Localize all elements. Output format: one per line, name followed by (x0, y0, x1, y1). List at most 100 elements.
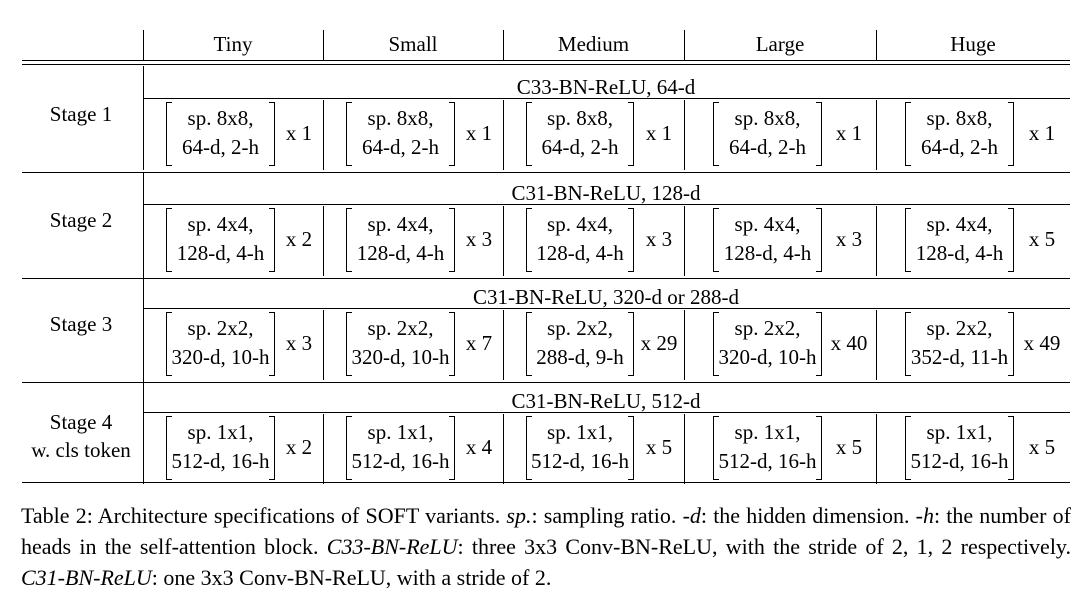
block-dim-heads: 128-d, 4-h (356, 241, 445, 265)
block-repeat-count: x 2 (285, 227, 313, 251)
cell-column-rule (503, 414, 504, 484)
cell-column-rule (323, 414, 324, 484)
block-dim-heads: 320-d, 10-h (171, 345, 270, 369)
block-dim-heads: 64-d, 2-h (921, 135, 998, 159)
cell-column-rule (323, 310, 324, 380)
header-column-rule (684, 30, 685, 60)
caption-label: Table 2: Architecture specifications of … (21, 503, 507, 528)
block-dim-heads: 64-d, 2-h (362, 135, 439, 159)
block-sampling-ratio: sp. 8x8, (547, 106, 613, 130)
cell-column-rule (876, 206, 877, 276)
stage-separator-rule (22, 382, 1070, 383)
architecture-table: Tiny Small Medium Large Huge Stage 1 C33-BN-Re… (22, 30, 1070, 484)
block-repeat-count: x 5 (645, 435, 673, 459)
block-sampling-ratio: sp. 4x4, (187, 212, 254, 236)
stage-label: w. cls token (31, 438, 131, 462)
block-sampling-ratio: sp. 4x4, (547, 212, 613, 236)
column-header-large: Large (755, 32, 805, 56)
column-header-small: Small (388, 32, 438, 56)
caption-def-c31: : one 3x3 Conv-BN-ReLU, with a stride of… (151, 565, 552, 590)
right-bracket (269, 312, 275, 376)
right-bracket (1008, 102, 1014, 166)
stage-label: Stage 4 (49, 410, 113, 434)
cell-column-rule (503, 206, 504, 276)
block-spec: sp. 2x2, 288-d, 9-h (526, 312, 634, 376)
block-repeat-count: x 1 (835, 121, 863, 145)
left-bracket (346, 102, 352, 166)
block-sampling-ratio: sp. 4x4, (734, 212, 801, 236)
left-bracket (346, 312, 352, 376)
right-bracket (1008, 312, 1014, 376)
block-sampling-ratio: sp. 2x2, (547, 316, 613, 340)
right-bracket (449, 416, 455, 480)
block-repeat-count: x 49 (1023, 331, 1061, 355)
left-bracket (526, 416, 532, 480)
stem-rule (143, 308, 1070, 309)
stage-label: Stage 1 (49, 102, 113, 126)
block-sampling-ratio: sp. 4x4, (367, 212, 434, 236)
block-spec: sp. 4x4, 128-d, 4-h (166, 208, 275, 272)
block-spec: sp. 4x4, 128-d, 4-h (905, 208, 1014, 272)
block-repeat-count: x 1 (285, 121, 313, 145)
block-spec: sp. 2x2, 320-d, 10-h (166, 312, 275, 376)
block-repeat-count: x 2 (285, 435, 313, 459)
right-bracket (449, 208, 455, 272)
block-dim-heads: 512-d, 16-h (718, 449, 817, 473)
block-spec: sp. 1x1, 512-d, 16-h (905, 416, 1014, 480)
block-spec: sp. 8x8, 64-d, 2-h (713, 102, 822, 166)
caption-def-d: : the hidden dimension. (700, 503, 910, 528)
left-bracket (526, 312, 532, 376)
block-spec: sp. 1x1, 512-d, 16-h (166, 416, 275, 480)
block-repeat-count: x 1 (465, 121, 493, 145)
block-spec: sp. 8x8, 64-d, 2-h (905, 102, 1014, 166)
block-repeat-count: x 4 (465, 435, 493, 459)
block-repeat-count: x 1 (645, 121, 673, 145)
block-dim-heads: 64-d, 2-h (182, 135, 259, 159)
right-bracket (628, 208, 634, 272)
stage-label-rule (143, 276, 144, 380)
block-repeat-count: x 1 (1028, 121, 1056, 145)
caption-def-sp: : sampling ratio. (531, 503, 683, 528)
block-spec: sp. 1x1, 512-d, 16-h (526, 416, 634, 480)
block-sampling-ratio: sp. 1x1, (926, 420, 993, 444)
block-dim-heads: 288-d, 9-h (536, 345, 624, 369)
header-column-rule (323, 30, 324, 60)
right-bracket (816, 208, 822, 272)
block-sampling-ratio: sp. 8x8, (926, 106, 993, 130)
block-sampling-ratio: sp. 2x2, (926, 316, 993, 340)
right-bracket (1008, 416, 1014, 480)
left-bracket (905, 208, 911, 272)
cell-column-rule (876, 100, 877, 170)
cell-column-rule (876, 414, 877, 484)
block-sampling-ratio: sp. 1x1, (547, 420, 613, 444)
stage-stem: C31-BN-ReLU, 320-d or 288-d (473, 285, 739, 309)
block-sampling-ratio: sp. 8x8, (187, 106, 254, 130)
stem-rule (143, 412, 1070, 413)
stage-stem: C33-BN-ReLU, 64-d (516, 75, 696, 99)
left-bracket (713, 312, 719, 376)
cell-column-rule (323, 100, 324, 170)
table-bottom-rule (22, 482, 1070, 483)
left-bracket (905, 416, 911, 480)
block-dim-heads: 512-d, 16-h (910, 449, 1009, 473)
header-rule-left (143, 30, 144, 60)
caption-term-sp: sp. (506, 503, 532, 528)
cell-column-rule (684, 206, 685, 276)
left-bracket (166, 416, 172, 480)
block-spec: sp. 1x1, 512-d, 16-h (346, 416, 455, 480)
block-spec: sp. 2x2, 320-d, 10-h (346, 312, 455, 376)
right-bracket (816, 312, 822, 376)
right-bracket (269, 208, 275, 272)
block-repeat-count: x 3 (465, 227, 493, 251)
cell-column-rule (503, 310, 504, 380)
column-header-tiny: Tiny (213, 32, 253, 56)
right-bracket (449, 312, 455, 376)
block-dim-heads: 512-d, 16-h (531, 449, 629, 473)
stage-label-rule (143, 172, 144, 276)
block-repeat-count: x 3 (285, 331, 313, 355)
block-repeat-count: x 5 (1028, 435, 1056, 459)
caption-term-d: -d (682, 503, 701, 528)
block-sampling-ratio: sp. 1x1, (367, 420, 434, 444)
block-dim-heads: 128-d, 4-h (915, 241, 1004, 265)
header-rule-top (22, 60, 1070, 61)
